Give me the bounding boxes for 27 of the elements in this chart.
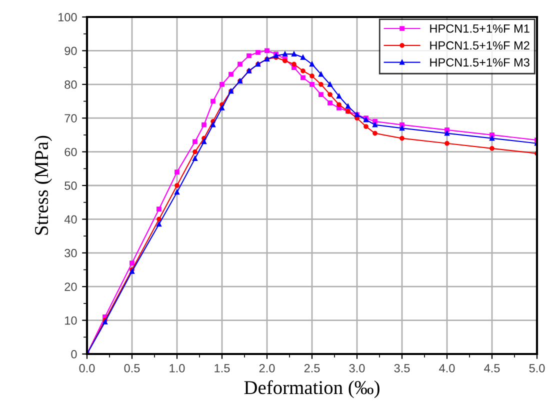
x-tick-label: 2.5 — [304, 364, 320, 372]
y-tick-label: 30 — [64, 248, 77, 258]
y-tick-label: 20 — [64, 282, 77, 291]
y-tick-label: 0 — [71, 350, 77, 358]
x-tick-label: 4.5 — [484, 364, 500, 372]
legend-label: HPCN1.5+1%F M3 — [430, 58, 530, 67]
y-tick-label: 10 — [65, 316, 77, 325]
y-tick-label: 90 — [64, 46, 77, 56]
x-tick-label: 5.0 — [529, 364, 545, 372]
x-tick-label: 1.5 — [214, 364, 230, 372]
y-tick-label: 50 — [64, 182, 77, 190]
y-axis-title: Stress (MPa) — [34, 136, 52, 235]
y-tick-label: 40 — [64, 215, 77, 224]
x-tick-label: 3.5 — [394, 364, 410, 372]
x-axis-title: Deformation (‰) — [244, 380, 380, 398]
x-tick-label: 0.5 — [124, 364, 140, 372]
y-tick-label: 100 — [58, 13, 77, 22]
y-tick-label: 60 — [64, 148, 77, 156]
x-tick-label: 3.0 — [349, 364, 365, 372]
x-tick-label: 2.0 — [259, 364, 275, 372]
x-tick-label: 0.0 — [79, 364, 95, 372]
y-tick-label: 70 — [64, 114, 77, 122]
legend-label: HPCN1.5+1%F M2 — [430, 41, 530, 50]
x-tick-label: 4.0 — [439, 364, 455, 372]
y-tick-label: 80 — [64, 80, 77, 89]
legend-label: HPCN1.5+1%F M1 — [430, 24, 530, 33]
x-tick-label: 1.0 — [170, 364, 185, 372]
